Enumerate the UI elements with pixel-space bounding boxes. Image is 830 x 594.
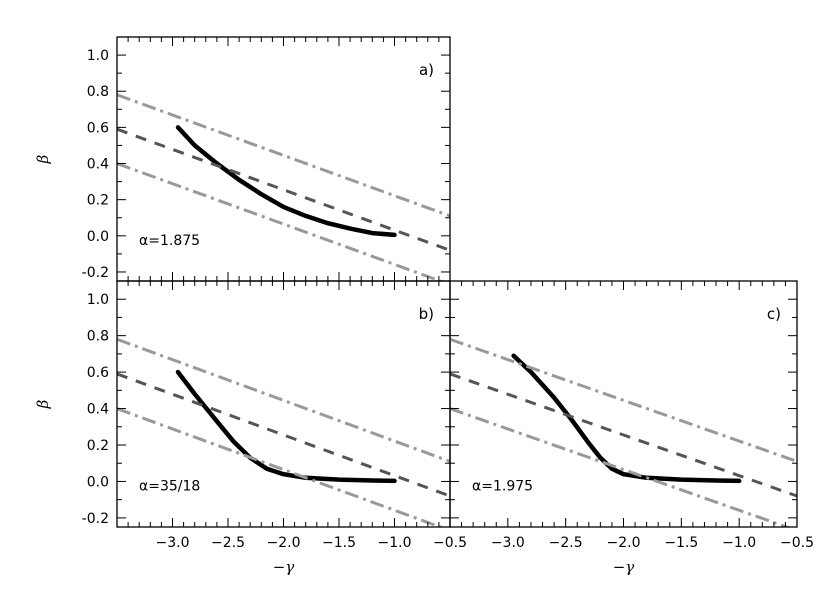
panel-b: -0.2 0.0 0.2 0.4 0.6 0.8 1.0 −3.0 −2.5 −2.0 −1.5 −1… bbox=[34, 280, 467, 576]
series-dash-dot-upper-line bbox=[117, 337, 450, 463]
y-axis-title: β bbox=[34, 399, 52, 409]
series-dashed-line bbox=[450, 372, 797, 498]
y-tick-label: 0.8 bbox=[87, 329, 109, 345]
x-tick-label: −2.5 bbox=[211, 535, 245, 551]
y-tick-label: 0.4 bbox=[87, 157, 109, 173]
panel-a: -0.2 0.0 0.2 0.4 0.6 0.8 1.0 β a) α=1.875 bbox=[34, 36, 451, 282]
x-tick-label: −2.0 bbox=[607, 535, 641, 551]
series-dash-dot-lower-line bbox=[117, 407, 445, 527]
alpha-annotation: α=1.875 bbox=[139, 233, 200, 249]
y-tick-label: 0.2 bbox=[87, 193, 109, 209]
panel-label: c) bbox=[767, 305, 781, 323]
panel-c: −3.0 −2.5 −2.0 −1.5 −1.0 −0.5 −γ c) α=1.975 bbox=[449, 280, 814, 576]
series-dash-dot-upper-line bbox=[117, 93, 450, 218]
x-tick-label: −3.0 bbox=[156, 535, 190, 551]
x-tick-label: −0.5 bbox=[780, 535, 814, 551]
x-tick-label: −1.0 bbox=[378, 535, 412, 551]
y-tick-label: -0.2 bbox=[82, 511, 109, 527]
axis-ticks bbox=[450, 281, 797, 527]
y-axis-title: β bbox=[34, 154, 52, 164]
panels-group: -0.2 0.0 0.2 0.4 0.6 0.8 1.0 β a) α=1.875 -0.2 0.0 0… bbox=[34, 36, 814, 576]
panel-label: a) bbox=[419, 61, 434, 79]
y-tick-label: -0.2 bbox=[82, 265, 109, 281]
x-tick-label: −1.0 bbox=[722, 535, 756, 551]
x-tick-label: −0.5 bbox=[433, 535, 467, 551]
x-tick-label: −1.5 bbox=[322, 535, 356, 551]
x-axis-title: −γ bbox=[273, 558, 295, 576]
y-tick-label: 0.0 bbox=[87, 229, 109, 245]
x-tick-label: −1.5 bbox=[664, 535, 698, 551]
y-tick-label: 0.6 bbox=[87, 365, 109, 381]
alpha-annotation: α=1.975 bbox=[472, 479, 533, 495]
plot-area bbox=[450, 337, 797, 527]
series-dash-dot-lower-line bbox=[117, 162, 445, 281]
x-axis-title: −γ bbox=[613, 558, 635, 576]
y-tick-label: 0.0 bbox=[87, 474, 109, 490]
axis-ticks bbox=[117, 37, 450, 281]
y-tick-label: 0.2 bbox=[87, 438, 109, 454]
y-tick-label: 0.8 bbox=[87, 84, 109, 100]
series-solid-line bbox=[175, 369, 397, 484]
x-tick-label: −2.0 bbox=[267, 535, 301, 551]
x-tick-label: −2.5 bbox=[549, 535, 583, 551]
series-solid-line bbox=[175, 125, 397, 238]
y-tick-label: 1.0 bbox=[87, 292, 109, 308]
axis-ticks bbox=[117, 281, 450, 527]
series-solid-line bbox=[511, 353, 742, 484]
y-tick-label: 0.6 bbox=[87, 120, 109, 136]
series-dash-dot-upper-line bbox=[450, 337, 797, 463]
y-tick-label: 1.0 bbox=[87, 48, 109, 64]
panel-label: b) bbox=[419, 305, 434, 323]
plot-area bbox=[117, 93, 450, 281]
plot-area bbox=[117, 337, 450, 527]
y-tick-label: 0.4 bbox=[87, 402, 109, 418]
x-tick-label: −3.0 bbox=[491, 535, 525, 551]
series-dash-dot-lower-line bbox=[450, 407, 792, 527]
alpha-annotation: α=35/18 bbox=[139, 479, 200, 495]
